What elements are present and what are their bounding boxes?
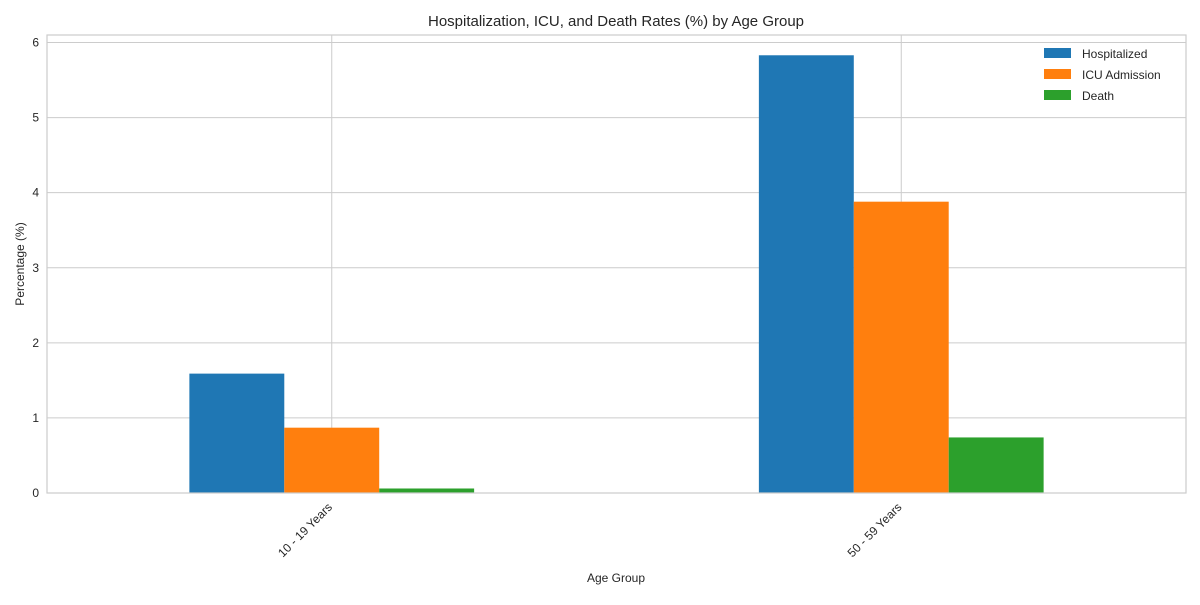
y-tick-label: 3 bbox=[32, 261, 39, 275]
legend-label: ICU Admission bbox=[1082, 68, 1161, 82]
y-tick-label: 5 bbox=[32, 111, 39, 125]
y-axis-ticks: 0 1 2 3 4 5 6 bbox=[32, 36, 39, 500]
legend-swatch bbox=[1044, 90, 1071, 100]
legend-label: Death bbox=[1082, 89, 1114, 103]
x-axis-ticks: 10 - 19 Years 50 - 59 Years bbox=[275, 500, 904, 560]
y-tick-label: 1 bbox=[32, 411, 39, 425]
y-tick-label: 4 bbox=[32, 186, 39, 200]
bar-hospitalized bbox=[758, 55, 854, 494]
legend-swatch bbox=[1044, 48, 1071, 58]
bar-death bbox=[379, 488, 475, 493]
x-tick-label: 50 - 59 Years bbox=[845, 500, 905, 560]
legend: Hospitalized ICU Admission Death bbox=[1044, 47, 1161, 103]
y-tick-label: 6 bbox=[32, 36, 39, 50]
legend-swatch bbox=[1044, 69, 1071, 79]
bar-hospitalized bbox=[189, 373, 285, 493]
bar-icu-admission bbox=[853, 201, 949, 494]
x-tick-label: 10 - 19 Years bbox=[275, 500, 335, 560]
bar-icu-admission bbox=[284, 427, 380, 493]
bar-death bbox=[948, 437, 1044, 493]
y-axis-label: Percentage (%) bbox=[13, 222, 27, 305]
chart-title: Hospitalization, ICU, and Death Rates (%… bbox=[428, 13, 804, 30]
y-tick-label: 0 bbox=[32, 486, 39, 500]
plot-frame bbox=[46, 34, 1187, 494]
legend-label: Hospitalized bbox=[1082, 47, 1147, 61]
x-axis-label: Age Group bbox=[587, 571, 645, 585]
y-tick-label: 2 bbox=[32, 336, 39, 350]
bars bbox=[189, 55, 1044, 494]
